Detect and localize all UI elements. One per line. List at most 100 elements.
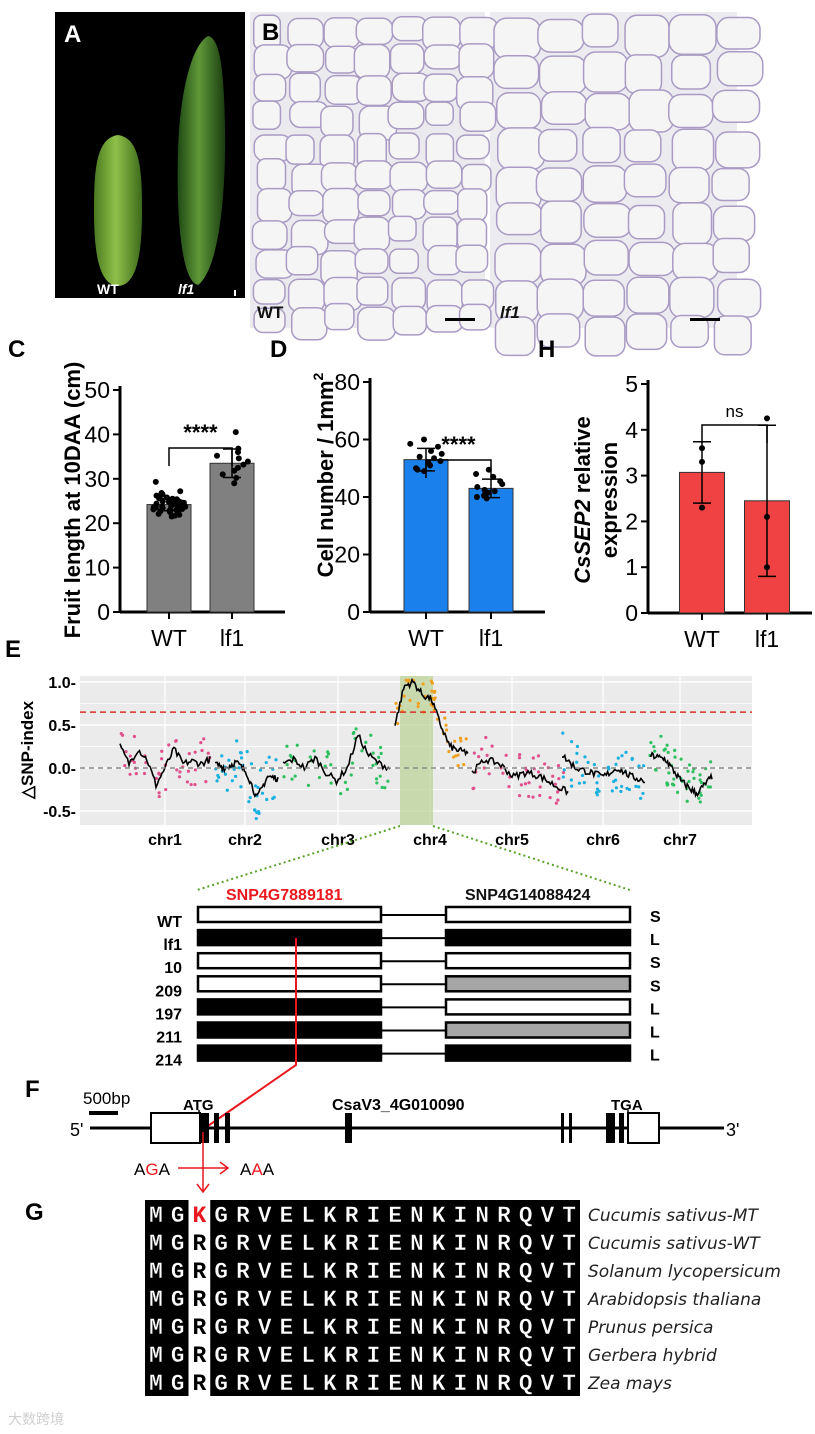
smoothed-line-chr4 [394,677,469,757]
residue: E [388,1287,402,1313]
data-point [166,507,173,514]
gene-structure: F 500bp ATG TGA CsaV3_4G010090 5' 3' AGA… [25,1076,739,1194]
residue: R [345,1371,359,1397]
snp-point-chr1 [199,740,203,745]
cell [494,242,542,284]
cell [672,202,713,246]
residue: Q [519,1203,533,1229]
snp-point-chr1 [187,751,191,756]
residue: I [453,1203,467,1229]
residue: I [453,1231,467,1257]
snp-point-chr7 [663,747,667,751]
residue: K [432,1203,446,1229]
snp-point-chr7 [672,783,676,787]
data-point [491,488,498,495]
residue: R [345,1231,359,1257]
cell [496,92,542,130]
snp-point-chr6 [595,793,599,797]
snp-point-chr1 [142,771,147,776]
snp-point-chr7 [699,780,703,785]
scale-label: 500bp [83,1089,130,1108]
bar-WT [146,504,192,613]
snp-point-chr2 [256,785,260,790]
snp-point-chr4 [458,736,463,740]
snp-point-chr5 [477,755,481,759]
snp-point-chr3 [354,727,358,731]
residue: E [279,1287,293,1313]
snp-point-chr5 [561,770,566,775]
cell [354,248,389,275]
haplotype-block-left [196,1021,383,1039]
cell [625,313,668,351]
residue: G [171,1231,185,1257]
residue: G [214,1315,228,1341]
cell [584,316,626,357]
cell [423,189,461,215]
residue: K [323,1371,337,1397]
y-tick-label: 0 [347,599,360,625]
cell [388,132,420,160]
snp-point-chr3 [295,743,299,747]
snp-point-chr2 [217,775,221,779]
x-tick-label: lf1 [479,625,503,651]
line-label: 197 [155,1006,182,1023]
cell [459,101,497,132]
cell [423,44,463,70]
photo-a-fruits: A WT lf1 [55,12,245,298]
residue: V [540,1203,554,1229]
residue: G [171,1203,185,1229]
snp-point-chr6 [639,796,643,800]
residue: E [279,1343,293,1369]
chart-h-ylabel-line2: expression [597,442,622,558]
cell [537,18,585,53]
snp-point-chr1 [174,739,178,743]
residue: T [562,1287,576,1313]
cell [493,54,540,90]
residue: V [540,1315,554,1341]
snp-point-chr2 [239,756,244,760]
snp-point-chr3 [350,761,355,765]
utr-5 [150,1112,201,1144]
haplotype-block-right [444,1021,632,1039]
snp-point-chr3 [323,764,327,768]
cell [538,55,588,95]
data-point [234,449,241,456]
cell [252,278,286,305]
haplotype-row: WT S [157,905,661,931]
snp-point-chr1 [164,787,168,792]
snp-point-chr2 [247,800,251,804]
cell [357,189,391,217]
snp-point-chr6 [634,784,638,788]
snp-point-chr5 [543,762,547,766]
data-point [699,445,705,452]
residue: K [192,1203,206,1229]
snp-point-chr2 [254,816,258,821]
data-point [764,564,770,571]
residue: N [475,1287,489,1313]
snp-point-chr6 [562,768,566,772]
snp-point-chr3 [306,783,311,787]
alignment-row: M G R G R V E L K R I E N K I N R Q V T Zea mays [149,1368,672,1397]
snp-point-chr3 [329,781,333,785]
snp-point-chr7 [649,741,653,745]
residue: E [388,1203,402,1229]
cell [670,314,710,349]
snp-point-chr6 [627,787,632,792]
cell [355,17,394,46]
residue: K [432,1315,446,1341]
data-point [231,480,238,487]
residue: Q [519,1343,533,1369]
snp-point-chr6 [561,775,565,779]
mt-codon: AAA [240,1160,275,1179]
snp-point-chr5 [553,782,557,786]
cell [668,93,714,129]
cell [323,17,361,49]
panel-label-g: G [25,1199,44,1226]
snp-point-chr1 [134,772,138,776]
cell [716,16,761,50]
snp-point-chr6 [624,750,628,754]
cell [387,101,425,130]
snp-point-chr6 [607,767,611,771]
data-point [407,440,414,447]
